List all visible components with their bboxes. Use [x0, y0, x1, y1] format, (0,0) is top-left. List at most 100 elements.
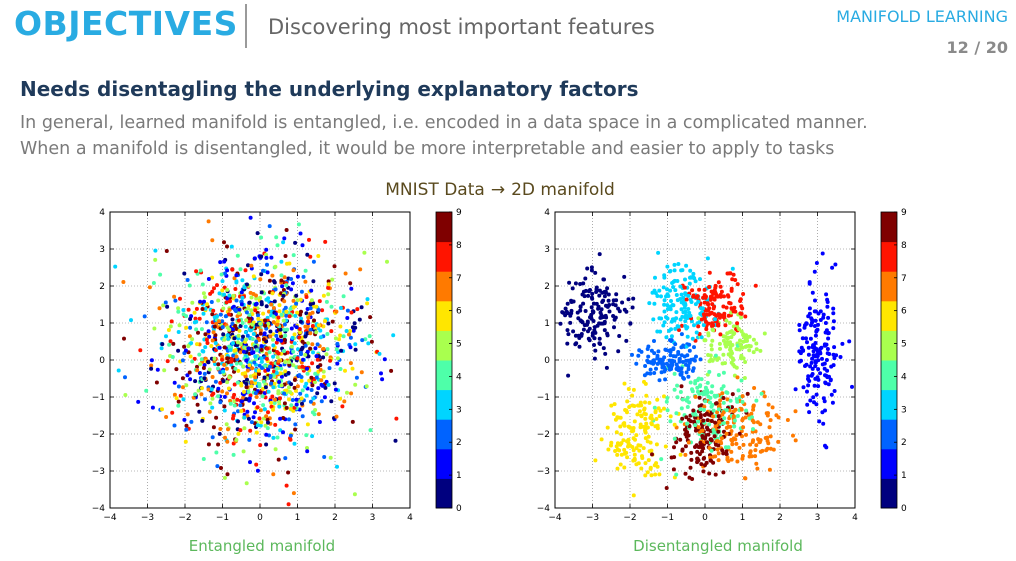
data-point-digit-1 [814, 261, 819, 265]
data-point-digit-4 [711, 428, 716, 433]
data-point-digit-3 [653, 275, 657, 280]
data-point-digit-6 [654, 442, 659, 447]
data-point-digit-4 [274, 235, 279, 240]
data-point-digit-5 [717, 341, 722, 346]
data-point-digit-4 [684, 398, 689, 403]
data-point-digit-4 [721, 370, 726, 375]
data-point-digit-1 [828, 377, 833, 382]
data-point-digit-5 [153, 257, 158, 262]
data-point-digit-8 [286, 502, 291, 507]
data-point-digit-8 [723, 323, 728, 328]
colorbar-segment [881, 360, 897, 391]
data-point-digit-2 [671, 347, 676, 352]
data-point-digit-7 [774, 413, 779, 418]
data-point-digit-4 [341, 334, 346, 339]
data-point-digit-2 [298, 391, 303, 396]
data-point-digit-0 [569, 311, 574, 316]
arrow-icon: → [490, 180, 506, 200]
data-point-digit-5 [364, 384, 369, 389]
data-point-digit-7 [729, 449, 734, 454]
data-point-digit-8 [310, 324, 315, 328]
data-point-digit-1 [222, 259, 227, 264]
x-tick-label: 0 [702, 513, 708, 523]
data-point-digit-0 [589, 265, 594, 270]
data-point-digit-4 [696, 419, 701, 424]
data-point-digit-9 [310, 383, 315, 388]
data-point-digit-6 [307, 378, 312, 383]
data-point-digit-0 [581, 281, 586, 286]
data-point-digit-6 [226, 386, 231, 391]
data-point-digit-3 [697, 320, 702, 325]
data-point-digit-4 [701, 407, 706, 412]
data-point-digit-4 [695, 385, 700, 390]
data-point-digit-4 [313, 371, 318, 376]
data-point-digit-4 [664, 399, 669, 404]
data-point-digit-5 [212, 356, 217, 361]
data-point-digit-0 [193, 379, 198, 384]
data-point-digit-6 [338, 324, 343, 329]
data-point-digit-0 [596, 304, 601, 309]
data-point-digit-4 [707, 369, 712, 374]
data-point-digit-0 [200, 418, 205, 423]
data-point-digit-1 [280, 284, 285, 289]
data-point-digit-6 [614, 430, 619, 435]
data-point-digit-8 [721, 304, 726, 309]
data-point-digit-5 [324, 352, 329, 357]
data-point-digit-6 [291, 408, 296, 413]
data-point-digit-3 [240, 295, 245, 300]
data-point-digit-9 [369, 339, 374, 344]
data-point-digit-9 [222, 345, 227, 350]
data-point-digit-1 [810, 290, 815, 295]
data-point-digit-8 [722, 313, 726, 318]
data-point-digit-9 [711, 460, 716, 465]
data-point-digit-0 [566, 332, 571, 337]
data-point-digit-2 [664, 348, 669, 352]
data-point-digit-1 [804, 321, 809, 326]
data-point-digit-9 [697, 395, 702, 400]
data-point-digit-1 [155, 367, 160, 372]
data-point-digit-2 [252, 360, 257, 365]
data-point-digit-3 [129, 318, 133, 323]
data-point-digit-5 [321, 369, 326, 374]
data-point-digit-0 [599, 307, 604, 312]
data-point-digit-6 [657, 472, 662, 477]
data-point-digit-5 [235, 340, 240, 345]
data-point-digit-6 [292, 332, 297, 337]
data-point-digit-8 [236, 318, 241, 323]
data-point-digit-6 [160, 407, 164, 412]
data-point-digit-5 [216, 298, 221, 303]
data-point-digit-6 [269, 400, 274, 405]
data-point-digit-6 [593, 458, 598, 463]
data-point-digit-6 [631, 458, 636, 463]
data-point-digit-4 [712, 393, 717, 398]
data-point-digit-3 [293, 313, 298, 318]
data-point-digit-7 [793, 409, 798, 414]
data-point-digit-8 [165, 359, 170, 364]
data-point-digit-0 [353, 347, 358, 352]
data-point-digit-0 [182, 271, 187, 276]
data-point-digit-5 [201, 291, 206, 296]
data-point-digit-1 [814, 392, 819, 397]
data-point-digit-0 [575, 310, 580, 315]
data-point-digit-5 [275, 355, 280, 360]
data-point-digit-7 [248, 290, 253, 295]
data-point-digit-1 [807, 379, 812, 383]
data-point-digit-0 [589, 268, 594, 273]
data-point-digit-7 [164, 415, 169, 419]
data-point-digit-8 [270, 394, 275, 399]
data-point-digit-6 [277, 309, 282, 314]
data-point-digit-2 [289, 277, 294, 281]
data-point-digit-1 [850, 384, 854, 389]
data-point-digit-9 [206, 442, 211, 447]
data-point-digit-8 [257, 416, 262, 421]
data-point-digit-6 [622, 381, 627, 386]
data-point-digit-7 [753, 429, 758, 434]
data-point-digit-8 [254, 462, 259, 467]
data-point-digit-0 [329, 399, 334, 404]
data-point-digit-5 [273, 447, 278, 452]
data-point-digit-1 [813, 354, 818, 359]
data-point-digit-8 [355, 307, 360, 312]
data-point-digit-0 [624, 309, 629, 314]
data-point-digit-2 [639, 349, 644, 354]
